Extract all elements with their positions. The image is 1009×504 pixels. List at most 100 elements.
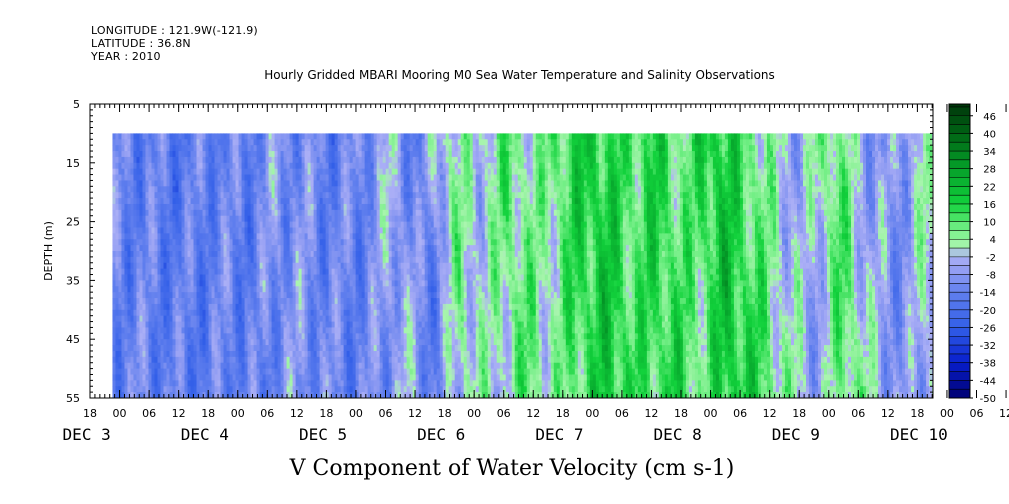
heatmap-cell bbox=[241, 350, 246, 358]
heatmap-cell bbox=[181, 280, 186, 287]
heatmap-cell bbox=[124, 168, 129, 176]
heatmap-cell bbox=[160, 386, 165, 393]
heatmap-cell bbox=[229, 168, 234, 176]
heatmap-cell bbox=[220, 374, 225, 381]
heatmap-cell bbox=[259, 168, 264, 176]
heatmap-cell bbox=[307, 251, 312, 258]
heatmap-cell bbox=[202, 298, 207, 305]
heatmap-cell bbox=[160, 292, 165, 299]
heatmap-cell bbox=[190, 309, 195, 317]
heatmap-cell bbox=[175, 203, 180, 211]
heatmap-cell bbox=[196, 162, 201, 170]
heatmap-cell bbox=[304, 180, 309, 187]
heatmap-cell bbox=[199, 386, 204, 393]
heatmap-cell bbox=[148, 339, 153, 346]
heatmap-cell bbox=[139, 168, 144, 176]
heatmap-cell bbox=[115, 145, 120, 152]
heatmap-cell bbox=[124, 215, 129, 223]
heatmap-cell bbox=[124, 262, 129, 270]
heatmap-cell bbox=[277, 345, 282, 352]
heatmap-cell bbox=[238, 386, 243, 393]
heatmap-cell bbox=[316, 327, 321, 334]
heatmap-cell bbox=[217, 368, 222, 376]
heatmap-cell bbox=[214, 368, 219, 376]
heatmap-cell bbox=[196, 139, 201, 146]
heatmap-cell bbox=[142, 303, 147, 311]
heatmap-cell bbox=[139, 133, 144, 140]
heatmap-cell bbox=[253, 256, 258, 264]
heatmap-cell bbox=[244, 233, 249, 240]
heatmap-cell bbox=[154, 392, 159, 398]
heatmap-cell bbox=[148, 274, 153, 281]
heatmap-cell bbox=[193, 292, 198, 299]
heatmap-cell bbox=[232, 309, 237, 317]
heatmap-cell bbox=[211, 174, 216, 182]
heatmap-cell bbox=[190, 180, 195, 187]
heatmap-cell bbox=[169, 186, 174, 193]
heatmap-cell bbox=[187, 386, 192, 393]
heatmap-cell bbox=[274, 162, 279, 170]
heatmap-cell bbox=[304, 145, 309, 152]
heatmap-cell bbox=[241, 180, 246, 187]
heatmap-cell bbox=[205, 162, 210, 170]
heatmap-cell bbox=[262, 156, 267, 164]
heatmap-cell bbox=[178, 151, 183, 158]
heatmap-cell bbox=[295, 345, 300, 352]
heatmap-cell bbox=[163, 145, 168, 152]
heatmap-cell bbox=[112, 192, 117, 199]
heatmap-cell bbox=[256, 321, 261, 329]
heatmap-cell bbox=[250, 327, 255, 334]
heatmap-cell bbox=[277, 350, 282, 358]
heatmap-cell bbox=[157, 356, 162, 364]
heatmap-cell bbox=[271, 133, 276, 140]
heatmap-cell bbox=[298, 392, 303, 398]
heatmap-cell bbox=[286, 350, 291, 358]
heatmap-cell bbox=[175, 286, 180, 293]
heatmap-cell bbox=[250, 133, 255, 140]
heatmap-cell bbox=[313, 245, 318, 252]
heatmap-cell bbox=[322, 192, 327, 199]
heatmap-cell bbox=[166, 221, 171, 229]
heatmap-cell bbox=[196, 151, 201, 158]
heatmap-cell bbox=[247, 239, 252, 246]
heatmap-cell bbox=[187, 221, 192, 229]
heatmap-cell bbox=[115, 339, 120, 346]
heatmap-cell bbox=[187, 233, 192, 240]
heatmap-cell bbox=[127, 227, 132, 234]
heatmap-cell bbox=[277, 245, 282, 252]
heatmap-cell bbox=[151, 133, 156, 140]
heatmap-cell bbox=[307, 268, 312, 276]
heatmap-cell bbox=[142, 339, 147, 346]
heatmap-cell bbox=[193, 374, 198, 381]
heatmap-cell bbox=[277, 298, 282, 305]
heatmap-cell bbox=[241, 274, 246, 281]
heatmap-cell bbox=[136, 227, 141, 234]
heatmap-cell bbox=[253, 133, 258, 140]
heatmap-cell bbox=[253, 374, 258, 381]
heatmap-cell bbox=[280, 374, 285, 381]
heatmap-cell bbox=[283, 356, 288, 364]
heatmap-cell bbox=[193, 209, 198, 217]
heatmap-cell bbox=[187, 268, 192, 276]
heatmap-cell bbox=[259, 298, 264, 305]
heatmap-cell bbox=[316, 180, 321, 187]
heatmap-cell bbox=[289, 274, 294, 281]
heatmap-cell bbox=[295, 151, 300, 158]
heatmap-cell bbox=[184, 321, 189, 329]
heatmap-cell bbox=[217, 192, 222, 199]
heatmap-cell bbox=[145, 162, 150, 170]
heatmap-cell bbox=[295, 192, 300, 199]
heatmap-cell bbox=[256, 268, 261, 276]
heatmap-cell bbox=[292, 133, 297, 140]
heatmap-cell bbox=[145, 362, 150, 370]
heatmap-cell bbox=[262, 186, 267, 193]
heatmap-cell bbox=[217, 233, 222, 240]
heatmap-cell bbox=[160, 286, 165, 293]
heatmap-cell bbox=[259, 368, 264, 376]
heatmap-cell bbox=[145, 315, 150, 323]
heatmap-cell bbox=[262, 392, 267, 398]
heatmap-cell bbox=[136, 168, 141, 176]
heatmap-cell bbox=[283, 380, 288, 387]
heatmap-cell bbox=[301, 345, 306, 352]
heatmap-cell bbox=[124, 251, 129, 258]
